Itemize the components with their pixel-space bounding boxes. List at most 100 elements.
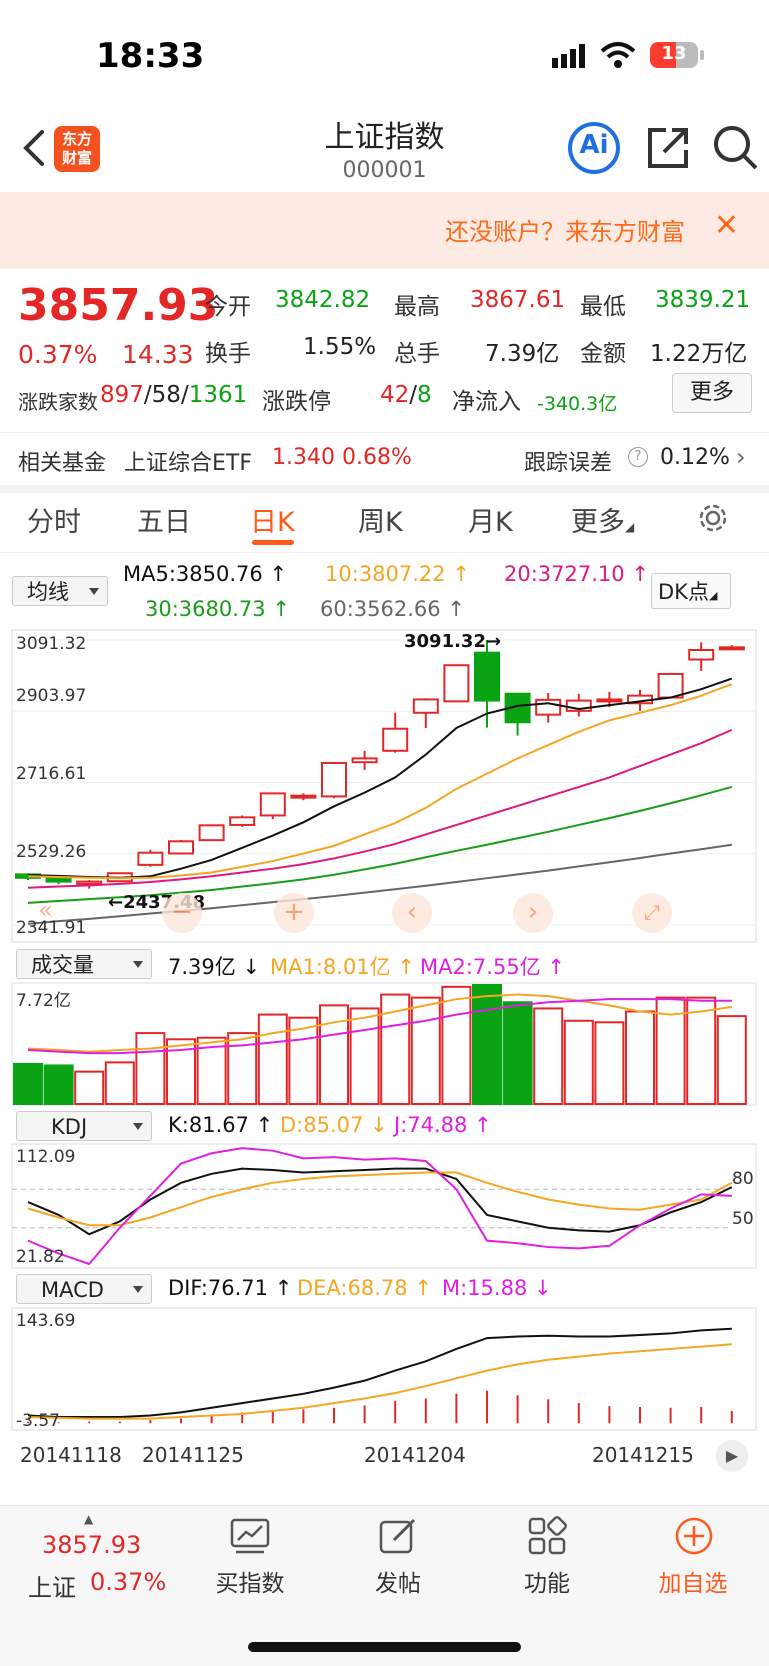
scroll-left-icon[interactable]: ‹: [392, 893, 432, 933]
tab-monthly-k[interactable]: 月K: [468, 507, 513, 538]
volume-bar: [104, 1061, 135, 1106]
candle-body: [290, 794, 317, 799]
ma10-line: [27, 683, 733, 880]
open-label: 今开: [205, 294, 251, 320]
limit-values: 42/8: [380, 382, 432, 408]
candle-body: [321, 761, 347, 798]
volume-bar: [594, 1021, 625, 1105]
amount-label: 金额: [580, 341, 626, 367]
macd-dif-value: DIF:76.71 ↑: [168, 1276, 293, 1300]
expand-up-icon[interactable]: ▲: [84, 1512, 94, 1526]
buy-index-button[interactable]: 买指数: [215, 1571, 285, 1597]
turnover-value: 1.55%: [303, 334, 377, 360]
dk-point-selector[interactable]: DK点◢: [651, 573, 731, 609]
zoom-out-icon[interactable]: −: [162, 893, 202, 933]
candle-body: [535, 698, 562, 716]
ma20-line: [27, 728, 733, 889]
add-watchlist-icon[interactable]: [674, 1516, 714, 1556]
kdj-panel-frame: [11, 1143, 757, 1269]
app-logo: 东方 财富: [54, 126, 100, 172]
kdj-axis-bottom: 21.82: [16, 1247, 65, 1267]
open-account-banner[interactable]: 还没账户？来东方财富 ✕: [0, 192, 769, 269]
volume-current: 7.39亿 ↓: [168, 955, 261, 979]
signal-icon: [552, 44, 588, 68]
tab-intraday[interactable]: 分时: [27, 507, 81, 538]
low-value: 3839.21: [655, 287, 751, 313]
stock-code: 000001: [342, 158, 427, 183]
volume-ma2: MA2:7.55亿 ↑: [420, 955, 565, 979]
volume-bar: [319, 1004, 349, 1106]
kdj-j-value: J:74.88 ↑: [394, 1113, 492, 1137]
ai-assistant-icon[interactable]: Ai: [567, 121, 621, 175]
tab-daily-k[interactable]: 日K: [250, 507, 295, 538]
functions-icon[interactable]: [527, 1516, 567, 1556]
tracking-label: 跟踪误差: [524, 451, 613, 476]
add-watchlist-button[interactable]: 加自选: [658, 1571, 728, 1597]
close-icon[interactable]: ✕: [713, 208, 739, 243]
status-time: 18:33: [96, 36, 205, 76]
share-icon[interactable]: [646, 124, 690, 170]
play-next-icon[interactable]: ▶: [716, 1440, 748, 1472]
tab-five-day[interactable]: 五日: [137, 507, 191, 538]
volume-bar: [655, 996, 686, 1105]
more-button[interactable]: 更多: [672, 373, 752, 413]
active-tab-indicator: [252, 540, 294, 545]
price-axis-tick: 3091.32: [16, 634, 87, 654]
macd-dea-line: [27, 1343, 732, 1420]
tab-weekly-k[interactable]: 周K: [358, 507, 403, 538]
ma20-value: 20:3727.10 ↑: [504, 562, 649, 586]
help-icon[interactable]: ?: [628, 447, 648, 467]
tab-more[interactable]: 更多◢: [571, 507, 635, 538]
scroll-left-fast-icon[interactable]: «: [38, 896, 53, 924]
related-fund-row[interactable]: 相关基金 上证综合ETF 1.340 0.68% 跟踪误差 ? 0.12% ›: [0, 432, 769, 493]
back-icon[interactable]: [20, 128, 50, 168]
ma60-value: 60:3562.66 ↑: [320, 597, 465, 621]
volume-panel-frame: [11, 982, 757, 1106]
kdj-line-80: 80: [732, 1169, 754, 1189]
kdj-axis-top: 112.09: [16, 1147, 76, 1167]
post-button[interactable]: 发帖: [375, 1571, 421, 1597]
x-axis-date: 20141125: [142, 1443, 244, 1467]
ma-selector[interactable]: 均线: [12, 576, 108, 606]
functions-button[interactable]: 功能: [524, 1571, 570, 1597]
scroll-right-icon[interactable]: ›: [513, 893, 553, 933]
banner-text[interactable]: 还没账户？来东方财富: [445, 218, 685, 246]
volume-bar: [625, 1010, 655, 1105]
volume-bar: [227, 1032, 258, 1105]
zoom-in-icon[interactable]: +: [274, 893, 314, 933]
search-icon[interactable]: [712, 124, 758, 170]
post-icon[interactable]: [378, 1516, 418, 1556]
volume-ma1: MA1:8.01亿 ↑: [270, 955, 415, 979]
netflow-value: -340.3亿: [537, 393, 618, 415]
candle-body: [76, 880, 103, 885]
fund-name[interactable]: 上证综合ETF: [124, 451, 252, 476]
buy-index-icon[interactable]: [230, 1516, 270, 1556]
open-value: 3842.82: [275, 287, 371, 313]
volume-bar: [196, 1036, 227, 1106]
turnover-label: 换手: [205, 341, 251, 367]
high-label: 最高: [394, 294, 440, 320]
fullscreen-icon[interactable]: ⤢: [632, 893, 672, 933]
candle-body: [382, 727, 409, 752]
amount-value: 1.22万亿: [650, 341, 748, 367]
kdj-selector[interactable]: KDJ: [16, 1111, 152, 1141]
chevron-right-icon[interactable]: ›: [736, 443, 746, 471]
volume-ma2-line: [27, 998, 732, 1055]
volume-ma1-line: [27, 993, 732, 1053]
macd-selector[interactable]: MACD: [16, 1274, 152, 1304]
volume-bar: [502, 1001, 533, 1105]
candle-body: [688, 649, 715, 661]
macd-panel-frame: [11, 1307, 757, 1431]
volume-bar: [563, 1019, 594, 1105]
kdj-line-50: 50: [732, 1209, 754, 1229]
current-price: 3857.93: [18, 280, 219, 331]
bottom-index-name: 上证: [28, 1574, 76, 1602]
candle-body: [229, 816, 256, 826]
candle-body: [474, 651, 500, 702]
low-label: 最低: [580, 294, 626, 320]
settings-gear-icon[interactable]: [697, 502, 729, 534]
kdj-d-line: [27, 1171, 733, 1227]
ma5-line: [27, 677, 733, 879]
ma30-line: [27, 785, 733, 904]
volume-selector[interactable]: 成交量: [16, 949, 152, 979]
